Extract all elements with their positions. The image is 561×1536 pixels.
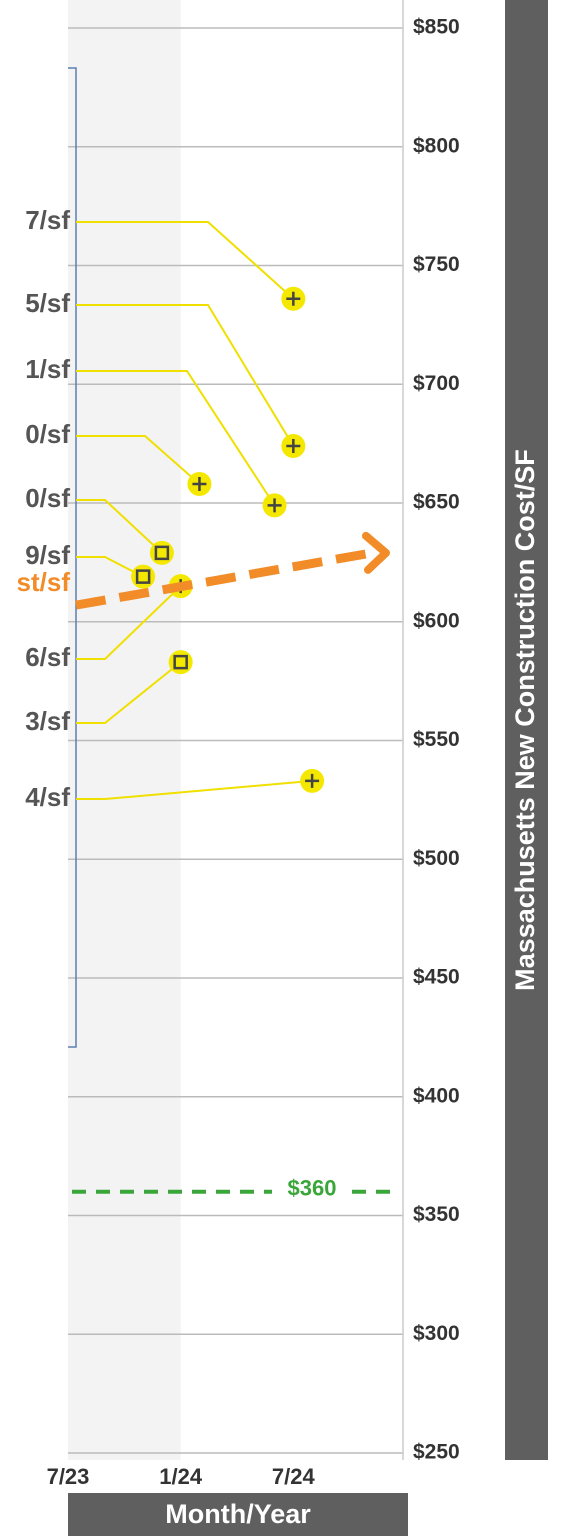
leader-line xyxy=(76,435,201,485)
point xyxy=(187,472,212,496)
point-label: 6/sf xyxy=(25,642,70,672)
y-tick-label: $600 xyxy=(413,609,460,632)
plot: $250 $300 $350 $400 $450 $500 $550 $600 $650 $700… xyxy=(17,0,460,1489)
shaded-band xyxy=(68,0,181,1460)
point xyxy=(149,540,174,565)
point-label: 7/sf xyxy=(25,205,70,235)
x-axis-label: Month/Year xyxy=(165,1499,311,1529)
square-marker xyxy=(135,569,151,584)
reference-label: $360 xyxy=(288,1176,337,1201)
y-tick-label: $650 xyxy=(413,491,460,514)
leader-line xyxy=(76,779,313,800)
plus-marker xyxy=(192,477,207,491)
y-tick-label: $250 xyxy=(413,1441,460,1464)
square-marker xyxy=(154,545,170,561)
point-circle xyxy=(168,650,193,675)
leader-line xyxy=(76,370,276,506)
leader-line xyxy=(76,585,182,660)
point-label: 1/sf xyxy=(25,354,70,384)
point-label: 3/sf xyxy=(25,706,70,736)
point-label: 4/sf xyxy=(25,782,70,812)
x-label-box xyxy=(68,1493,408,1536)
y-tick-label: $850 xyxy=(413,16,460,39)
point xyxy=(281,286,306,311)
trend-label: st/sf xyxy=(17,567,71,597)
y-tick-label: $550 xyxy=(413,728,460,751)
x-tick-label: 7/24 xyxy=(272,1464,316,1489)
y-tick-label: $800 xyxy=(413,134,460,157)
plus-marker xyxy=(286,439,301,453)
x-tick-label: 1/24 xyxy=(159,1464,203,1489)
square-marker xyxy=(173,654,188,670)
leader-line xyxy=(76,661,182,724)
point-label: 0/sf xyxy=(25,483,70,513)
x-tick-label: 7/23 xyxy=(47,1464,90,1489)
y-tick-label: $700 xyxy=(413,372,460,395)
y-tick-label: $450 xyxy=(413,966,460,989)
y-tick-label: $350 xyxy=(413,1203,460,1226)
point-label: 0/sf xyxy=(25,419,70,449)
y-tick-label: $500 xyxy=(413,847,460,870)
leader-line xyxy=(76,556,144,578)
point-label: 5/sf xyxy=(25,288,70,318)
point xyxy=(281,434,306,458)
point-circle xyxy=(149,540,174,565)
plus-marker xyxy=(267,498,282,513)
y-tick-label: $300 xyxy=(413,1322,460,1345)
y-axis-label: Massachusetts New Construction Cost/SF xyxy=(510,449,540,991)
y-tick-label: $750 xyxy=(413,253,460,276)
point xyxy=(262,493,287,518)
trend-arrowhead xyxy=(362,531,390,574)
y-label-box xyxy=(505,0,548,1460)
leader-line xyxy=(76,304,295,447)
trend-line xyxy=(75,548,373,610)
point-label: 9/sf xyxy=(25,540,70,570)
leader-line xyxy=(76,499,163,554)
plus-marker xyxy=(286,291,301,306)
point xyxy=(131,564,156,589)
point xyxy=(168,650,193,675)
plus-marker xyxy=(305,773,320,788)
y-tick-label: $400 xyxy=(413,1084,460,1107)
point xyxy=(300,768,325,793)
leader-line xyxy=(76,221,295,300)
point-circle xyxy=(131,564,156,589)
